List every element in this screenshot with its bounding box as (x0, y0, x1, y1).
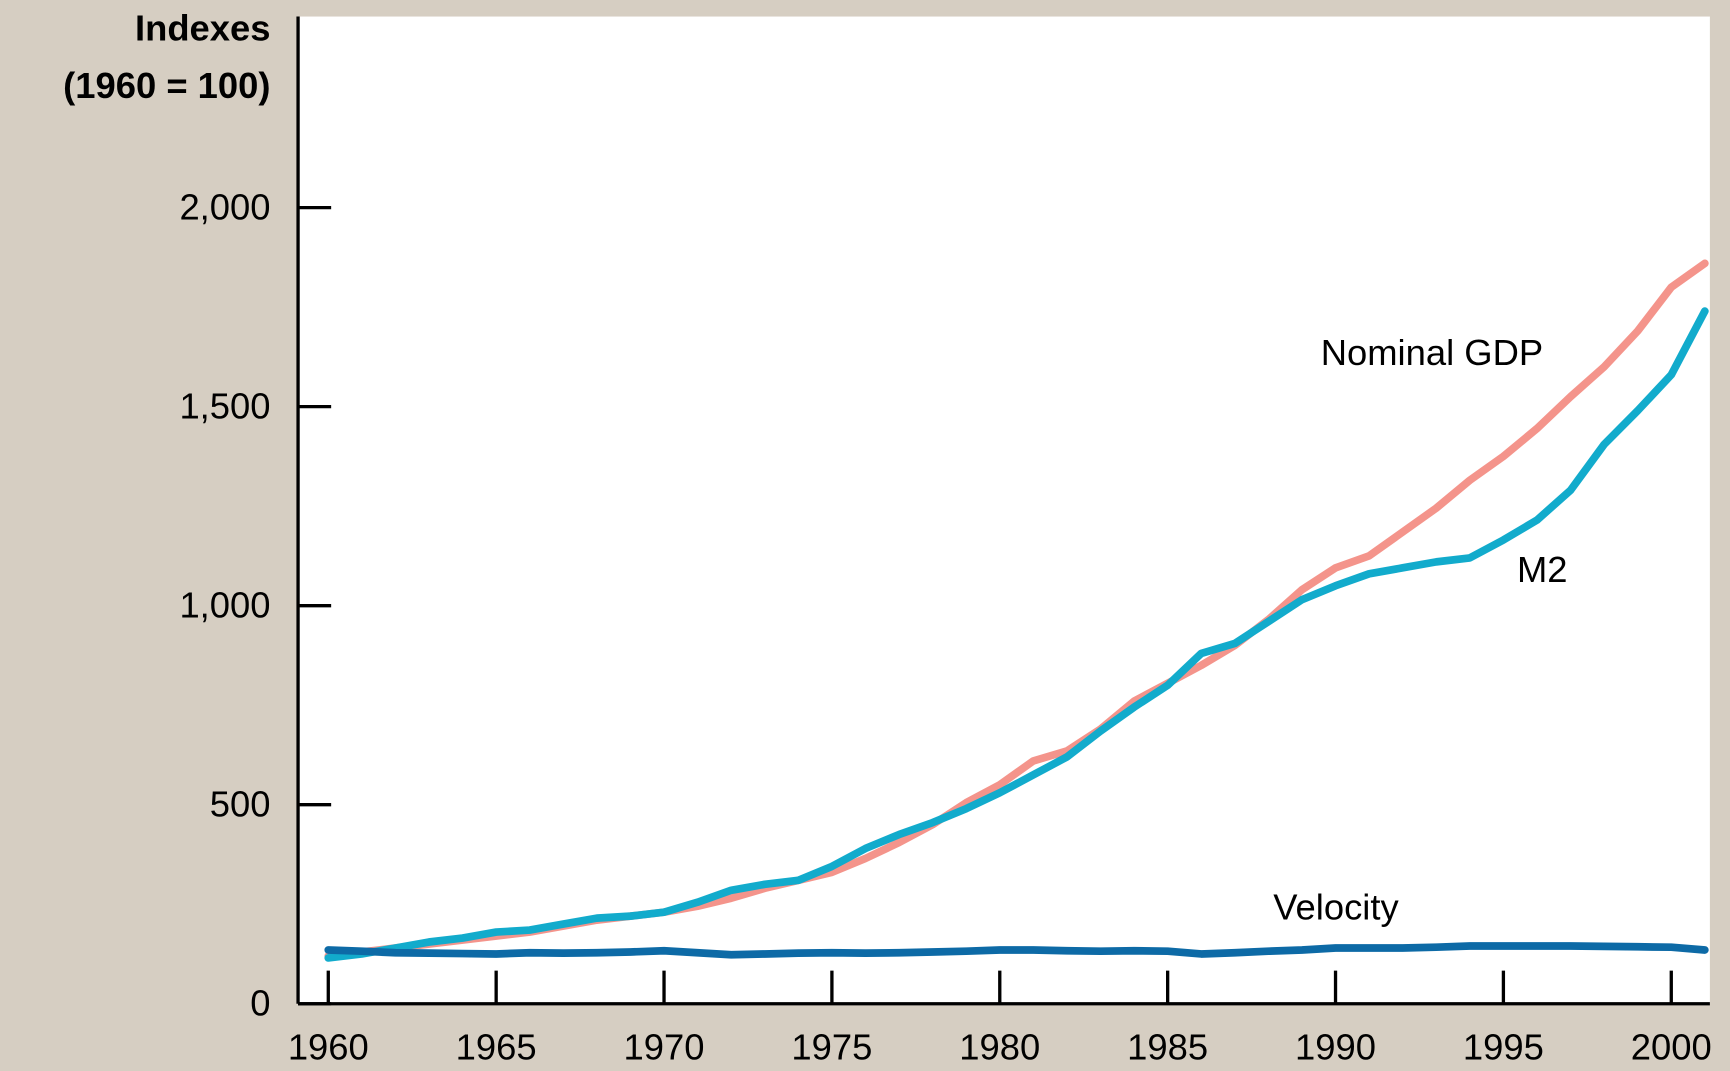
x-tick-label: 1960 (288, 1027, 369, 1068)
x-tick-label: 1995 (1463, 1027, 1544, 1068)
y-tick-label: 1,500 (179, 385, 270, 426)
x-tick-label: 1980 (959, 1027, 1040, 1068)
y-tick-label: 0 (250, 983, 270, 1024)
series-label: Nominal GDP (1321, 332, 1543, 373)
plot-area (298, 16, 1710, 1004)
x-tick-label: 1970 (624, 1027, 705, 1068)
y-axis-label: Indexes (135, 7, 270, 48)
series-label: M2 (1517, 549, 1568, 590)
x-tick-label: 1965 (456, 1027, 537, 1068)
y-tick-label: 2,000 (179, 186, 270, 227)
series-line (324, 942, 1709, 959)
y-tick-label: 500 (210, 784, 271, 825)
series-label: Velocity (1273, 887, 1399, 928)
series-line (324, 307, 1709, 962)
x-tick-label: 1985 (1127, 1027, 1208, 1068)
x-tick-label: 1975 (791, 1027, 872, 1068)
x-tick-label: 2000 (1631, 1027, 1712, 1068)
y-axis-label: (1960 = 100) (63, 65, 270, 106)
y-tick-label: 1,000 (179, 584, 270, 625)
x-tick-label: 1990 (1295, 1027, 1376, 1068)
